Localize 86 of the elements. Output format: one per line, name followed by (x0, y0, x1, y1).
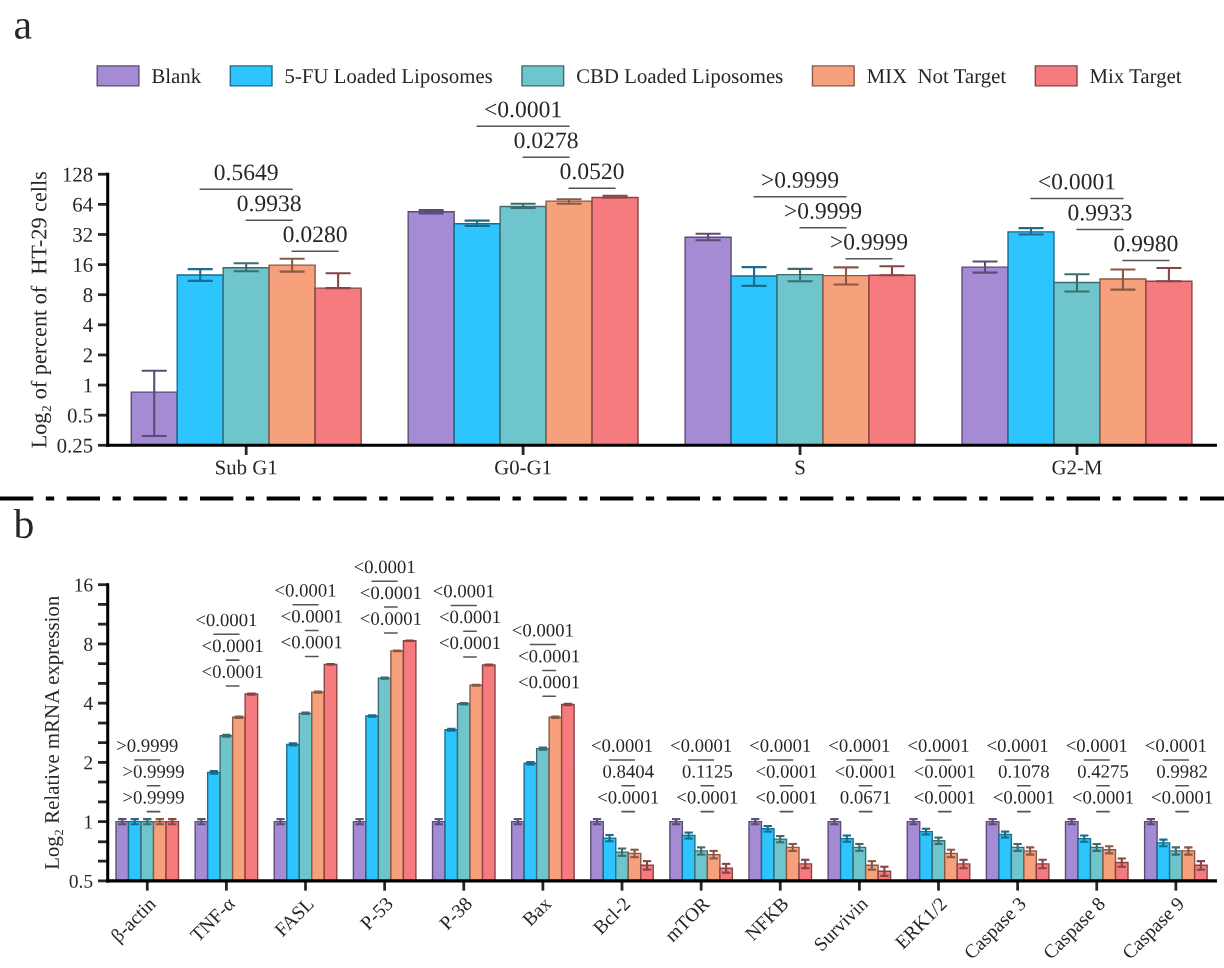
y-axis-title: Log₂ Relative mRNA expression (44, 596, 64, 870)
annotation: <0.0001 (987, 739, 1048, 753)
annotation: 0.5649 (214, 164, 278, 181)
y-tick-label: 8 (83, 288, 93, 303)
y-tick-label: 8 (84, 637, 93, 651)
annotation: <0.0001 (439, 636, 500, 650)
x-tick-label: Bax (521, 896, 553, 927)
annotation: 0.8404 (603, 765, 654, 778)
annotation: <0.0001 (519, 649, 580, 663)
y-tick-label: 0.25 (57, 438, 93, 453)
annotation: <0.0001 (275, 584, 336, 597)
annotation: <0.0001 (1039, 173, 1115, 190)
x-tick-label: S (795, 460, 805, 475)
annotation: 0.4275 (1077, 765, 1129, 778)
y-tick-label: 16 (75, 578, 93, 592)
y-tick-label: 64 (73, 197, 93, 212)
chart-title: a (15, 18, 32, 39)
annotation: 0.9938 (237, 195, 301, 212)
chart-title: b (13, 508, 33, 539)
annotation: >0.9999 (785, 202, 862, 219)
annotation: <0.0001 (677, 790, 738, 804)
legend-label: MIX Not Target (867, 69, 1007, 88)
y-tick-label: 4 (83, 318, 93, 333)
text: <0.0001 (354, 560, 415, 574)
annotation: <0.0001 (202, 639, 263, 653)
y-axis-title: Log₂ of percent of HT-29 cells (30, 171, 52, 448)
y-tick-label: 32 (73, 227, 92, 242)
x-tick-label: P-38 (438, 896, 473, 931)
annotation: 0.9980 (1114, 235, 1178, 252)
annotation: <0.0001 (908, 739, 969, 753)
annotation: >0.9999 (123, 790, 184, 804)
annotation: <0.0001 (360, 586, 421, 600)
annotation: 0.0520 (560, 163, 624, 180)
annotation: <0.0001 (281, 635, 342, 649)
annotation: <0.0001 (439, 610, 500, 624)
annotation: <0.0001 (512, 623, 573, 637)
annotation: <0.0001 (281, 609, 342, 623)
x-tick-label: Sub G1 (216, 459, 277, 475)
y-tick-label: 1 (85, 815, 92, 829)
legend-label: Mix Target (1090, 69, 1182, 88)
annotation: <0.0001 (671, 739, 732, 753)
annotation: <0.0001 (756, 765, 817, 778)
annotation: 0.9933 (1068, 204, 1132, 221)
y-tick-label: 0.5 (67, 408, 93, 423)
annotation: <0.0001 (829, 739, 890, 753)
annotation: <0.0001 (993, 790, 1054, 804)
y-tick-label: 1 (84, 378, 92, 393)
legend-label: CBD Loaded Liposomes (576, 68, 783, 88)
annotation: <0.0001 (519, 675, 580, 689)
annotation: >0.9999 (831, 233, 908, 250)
x-tick-label: G2-M (1052, 460, 1102, 475)
annotation: <0.0001 (750, 739, 811, 753)
annotation: <0.0001 (914, 765, 975, 778)
annotation: <0.0001 (598, 790, 659, 804)
annotation: 0.0280 (283, 226, 347, 243)
annotation: <0.0001 (360, 612, 421, 626)
annotation: 0.9982 (1157, 765, 1207, 778)
x-tick-label: P-53 (359, 896, 394, 931)
annotation: 0.0671 (840, 790, 891, 804)
annotation: <0.0001 (1066, 739, 1127, 753)
text: 0.0278 (514, 132, 578, 149)
annotation: <0.0001 (591, 739, 652, 753)
annotation: <0.0001 (756, 790, 817, 804)
annotation: <0.0001 (914, 790, 975, 804)
legend-label: Blank (151, 68, 202, 84)
annotation: <0.0001 (1145, 739, 1206, 753)
annotation: <0.0001 (1072, 790, 1133, 804)
annotation: 0.1125 (682, 765, 733, 778)
x-tick-label: G0-G1 (495, 460, 551, 475)
y-tick-label: 2 (83, 348, 92, 363)
y-tick-label: 128 (63, 167, 93, 182)
legend-label: 5-FU Loaded Liposomes (285, 68, 493, 88)
y-tick-label: 2 (84, 756, 93, 770)
annotation: >0.9999 (123, 765, 184, 778)
annotation: <0.0001 (202, 665, 263, 679)
annotation: <0.0001 (1151, 790, 1213, 804)
annotation: <0.0001 (433, 584, 494, 598)
annotation: <0.0001 (835, 765, 896, 778)
annotation: >0.9999 (117, 739, 178, 753)
annotation: <0.0001 (196, 613, 257, 627)
y-tick-label: 4 (83, 697, 93, 710)
annotation: >0.9999 (762, 171, 839, 188)
text: <0.0001 (485, 101, 561, 118)
y-tick-label: 0.5 (69, 874, 93, 888)
annotation: 0.1078 (998, 765, 1049, 778)
y-tick-label: 16 (74, 258, 93, 273)
